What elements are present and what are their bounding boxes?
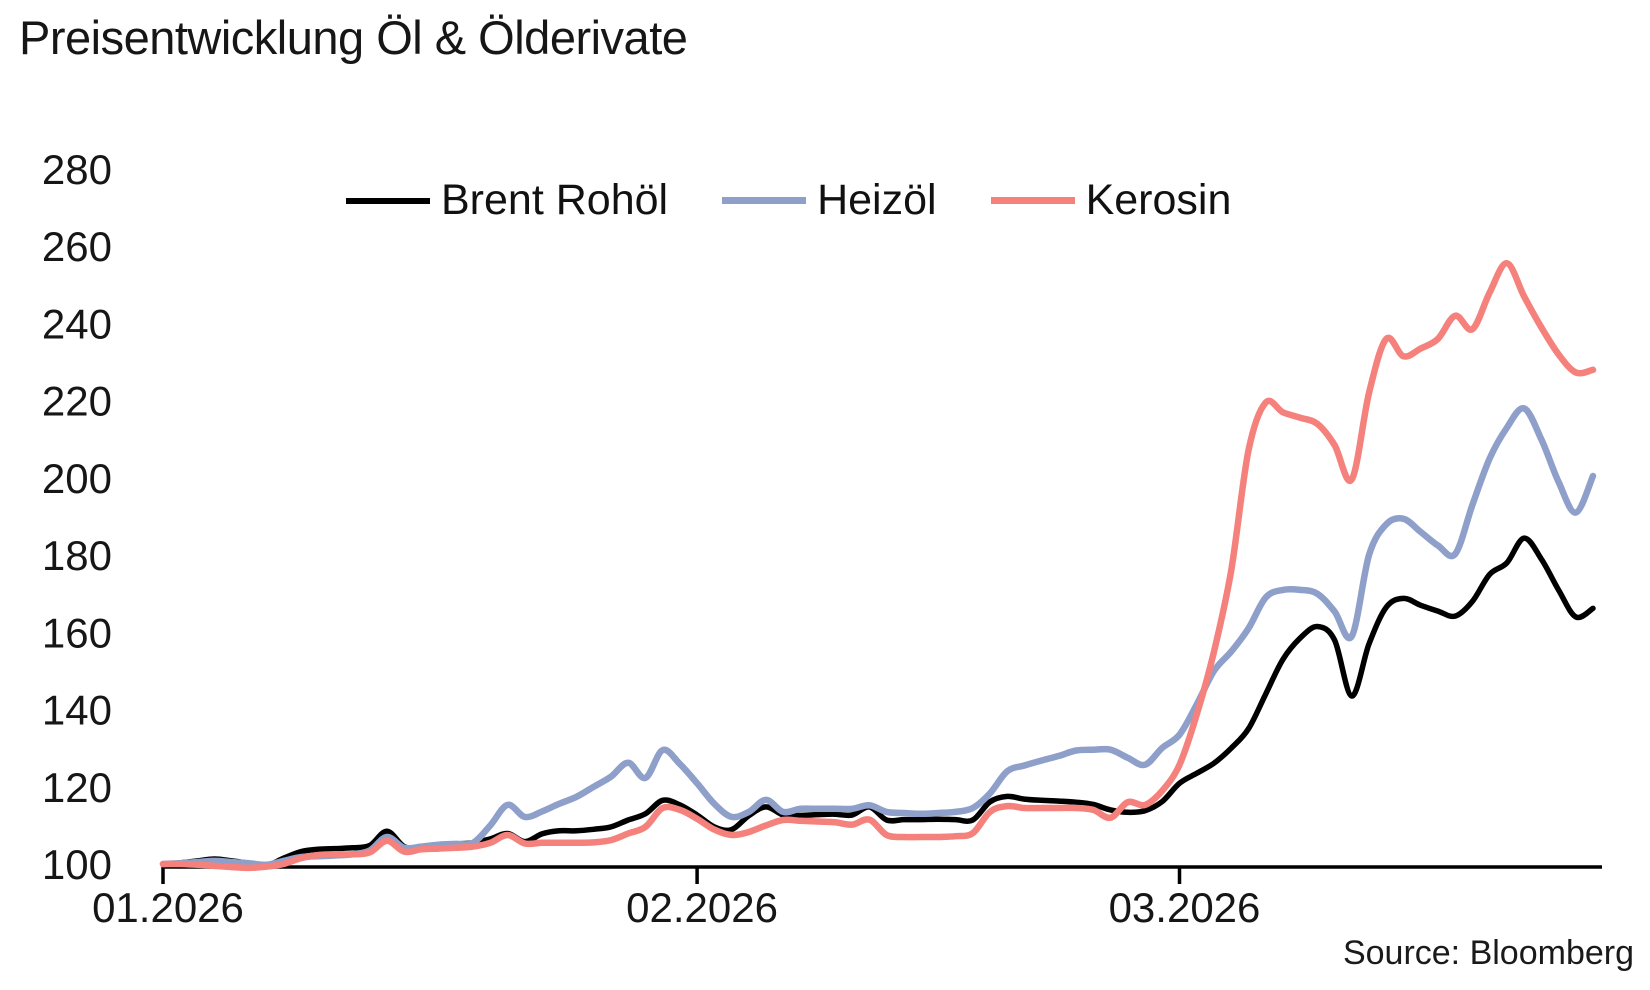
brent-line-swatch <box>346 197 430 204</box>
y-tick-label-180: 180 <box>42 532 112 579</box>
x-tick-label-02.2026: 02.2026 <box>626 884 778 931</box>
heizoel-line-swatch <box>722 197 807 204</box>
series-line-brent-rohoel <box>160 535 1596 869</box>
series-line-heizoel <box>159 405 1597 869</box>
x-tick-label-01.2026: 01.2026 <box>92 884 244 931</box>
y-tick-label-160: 160 <box>42 609 112 656</box>
legend-item-brent-rohoel: Brent Rohöl <box>346 176 668 225</box>
legend-label-kerosin: Kerosin <box>1085 176 1232 224</box>
y-tick-label-200: 200 <box>42 455 112 502</box>
legend-label-heizoel: Heizöl <box>817 176 937 224</box>
legend-item-kerosin: Kerosin <box>990 176 1232 225</box>
x-tick-label-03.2026: 03.2026 <box>1109 884 1261 931</box>
series-line-kerosin <box>159 259 1597 872</box>
legend-label-brent-rohoel: Brent Rohöl <box>441 176 669 224</box>
kerosin-line-swatch <box>990 197 1075 204</box>
source-attribution: Source: Bloomberg <box>1342 934 1634 972</box>
y-tick-label-260: 260 <box>42 223 112 270</box>
y-tick-label-100: 100 <box>42 841 112 888</box>
y-tick-label-280: 280 <box>42 146 112 193</box>
legend: Brent Rohöl Heizöl Kerosin <box>346 176 1231 225</box>
y-tick-label-220: 220 <box>42 378 112 425</box>
chart-title: Preisentwicklung Öl & Ölderivate <box>19 11 688 64</box>
legend-item-heizoel: Heizöl <box>722 176 937 225</box>
y-tick-label-240: 240 <box>42 300 112 347</box>
y-tick-label-140: 140 <box>42 687 112 734</box>
y-tick-label-120: 120 <box>42 764 112 811</box>
